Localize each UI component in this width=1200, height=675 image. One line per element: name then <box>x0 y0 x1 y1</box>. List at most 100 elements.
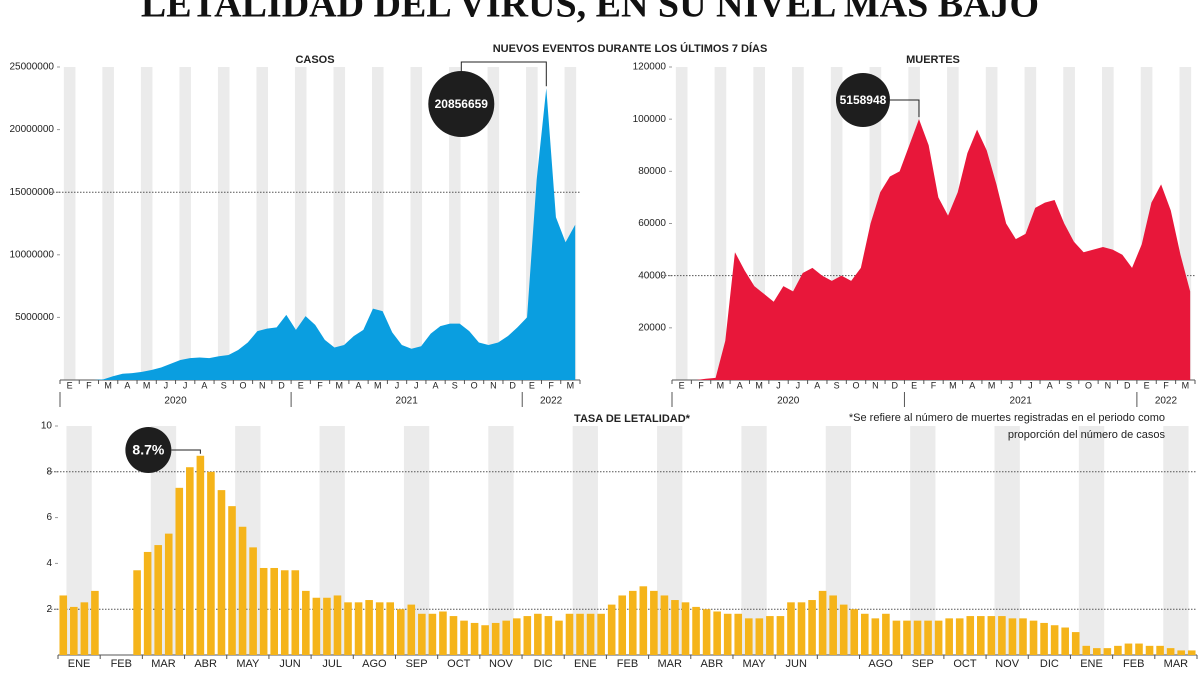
x-tick-label: E <box>679 380 685 390</box>
x-tick-label: MAY <box>743 658 767 670</box>
x-tick-label: M <box>374 380 382 390</box>
month-stripe <box>1140 67 1153 380</box>
x-tick-label: M <box>336 380 344 390</box>
bar <box>818 590 827 655</box>
y-tick-label: 20000 <box>638 322 666 333</box>
x-tick-label: M <box>949 380 957 390</box>
area <box>64 88 576 380</box>
bar <box>555 620 563 655</box>
x-tick-label: E <box>67 380 73 390</box>
x-tick-label: S <box>221 380 227 390</box>
bar <box>534 613 542 655</box>
bar <box>618 595 627 655</box>
bar <box>270 567 278 655</box>
bar <box>375 602 384 655</box>
x-tick-label: D <box>278 380 285 390</box>
bar <box>776 616 785 655</box>
month-stripe <box>256 67 268 380</box>
bar <box>333 595 342 655</box>
month-stripe <box>140 67 153 380</box>
x-tick-label: F <box>1163 380 1169 390</box>
bar <box>80 602 89 655</box>
bar <box>713 611 721 655</box>
bar <box>839 604 848 655</box>
x-tick-label: JUL <box>322 658 342 670</box>
month-stripe <box>294 67 307 380</box>
x-tick-label: D <box>1124 380 1131 390</box>
bar <box>502 620 511 655</box>
y-tick-label: 25000000 <box>10 62 55 73</box>
month-stripe <box>1179 67 1192 380</box>
y-tick-label: 60000 <box>638 218 666 229</box>
bar <box>418 613 426 655</box>
month-stripe <box>488 426 514 655</box>
month-stripe <box>372 67 384 380</box>
x-tick-label: E <box>529 380 535 390</box>
subtitle: NUEVOS EVENTOS DURANTE LOS ÚLTIMOS 7 DÍA… <box>493 42 768 55</box>
bar <box>154 545 162 655</box>
bar <box>945 618 953 655</box>
y-tick-label: 20000000 <box>10 124 55 135</box>
month-stripe <box>741 426 767 655</box>
bar <box>249 547 257 655</box>
bar <box>491 622 500 655</box>
bar <box>1145 645 1154 655</box>
x-tick-label: J <box>183 380 188 390</box>
x-tick-label: M <box>143 380 151 390</box>
x-tick-label: M <box>717 380 725 390</box>
x-tick-label: FEB <box>111 658 132 670</box>
bar <box>291 570 300 655</box>
month-stripe <box>1078 426 1105 655</box>
x-tick-label: NOV <box>489 658 514 670</box>
bar <box>70 606 78 655</box>
x-tick-label: F <box>931 380 937 390</box>
bar <box>512 618 521 655</box>
bar <box>1029 620 1038 655</box>
x-tick-label: S <box>452 380 458 390</box>
bar <box>196 455 205 655</box>
x-tick-label: MAY <box>236 658 260 670</box>
annotation-label: 5158948 <box>840 93 887 107</box>
month-stripe <box>1102 67 1114 380</box>
x-tick-label: ABR <box>701 658 724 670</box>
bar <box>217 490 226 655</box>
bar <box>671 600 679 655</box>
bar <box>787 602 795 655</box>
bar <box>766 616 774 655</box>
x-tick-label: F <box>86 380 92 390</box>
x-tick-label: FEB <box>1123 658 1144 670</box>
bar <box>977 616 985 655</box>
bar <box>1124 643 1133 655</box>
month-stripe <box>526 67 538 380</box>
year-label: 2021 <box>396 396 419 407</box>
x-tick-label: N <box>490 380 497 390</box>
x-tick-label: M <box>988 380 996 390</box>
x-tick-label: MAR <box>151 658 176 670</box>
chart-title: CASOS <box>295 54 334 66</box>
bar <box>692 606 700 655</box>
y-tick-label: 4 <box>46 558 52 569</box>
bar <box>681 602 690 655</box>
x-tick-label: O <box>1085 380 1092 390</box>
bar <box>407 604 416 655</box>
x-tick-label: MAR <box>657 658 682 670</box>
bar <box>133 570 141 655</box>
x-tick-label: JUN <box>786 658 807 670</box>
x-tick-label: E <box>911 380 917 390</box>
bar <box>628 590 637 655</box>
year-label: 2020 <box>777 396 800 407</box>
bar <box>143 551 152 655</box>
x-tick-label: A <box>1047 380 1053 390</box>
y-tick-label: 10000000 <box>10 249 55 260</box>
bar <box>576 613 584 655</box>
x-tick-label: J <box>164 380 169 390</box>
annotation-bubble <box>428 71 495 137</box>
bar <box>207 471 215 655</box>
x-tick-label: M <box>755 380 763 390</box>
bar <box>238 526 247 655</box>
x-tick-label: E <box>298 380 304 390</box>
bar <box>850 609 859 655</box>
bar <box>1093 648 1101 655</box>
footnote: proporción del número de casos <box>1008 429 1166 441</box>
bar <box>428 613 437 655</box>
